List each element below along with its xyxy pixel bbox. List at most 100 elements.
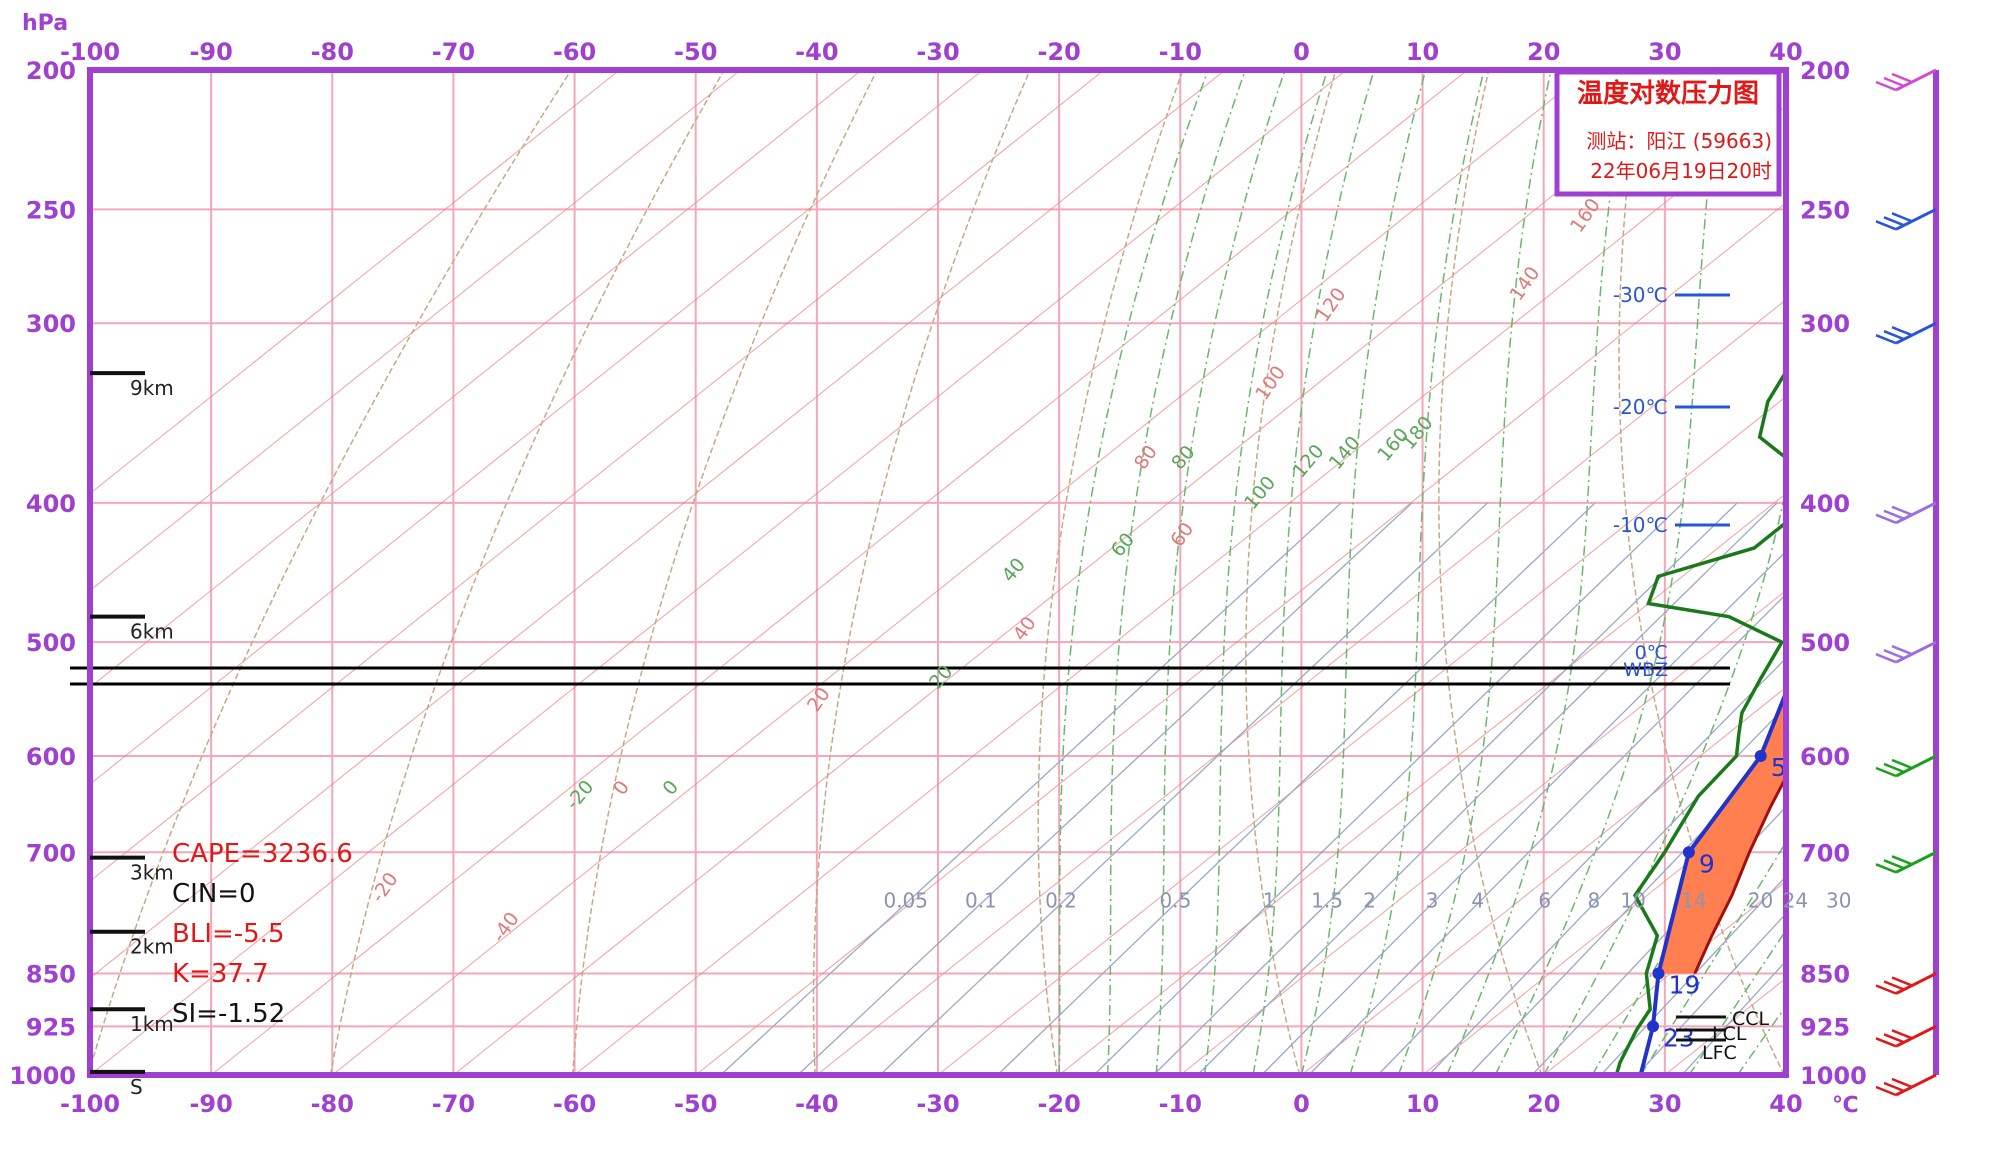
- skewed-isotherm: [816, 299, 1786, 1075]
- wind-barb: [1875, 1073, 1937, 1097]
- cape-index: CAPE=3236.6: [172, 839, 353, 869]
- x-tick-label-bottom: 20: [1527, 1090, 1560, 1118]
- temperature-point-label: 23: [1663, 1023, 1695, 1052]
- mixing-ratio-line: [1261, 550, 1786, 1075]
- height-mark-label: 6km: [130, 620, 174, 644]
- wind-barb-feather: [1891, 976, 1913, 987]
- skewed-isotherm: [90, 70, 1105, 882]
- x-tick-label-bottom: -80: [311, 1090, 354, 1118]
- wind-barb-shaft: [1895, 972, 1937, 995]
- mixing-ratio-label: 0.05: [883, 889, 928, 913]
- wind-barb-shaft: [1895, 207, 1937, 231]
- x-tick-label-bottom: -10: [1159, 1090, 1202, 1118]
- skewed-isotherm: [90, 70, 741, 592]
- y-tick-label-right: 500: [1800, 629, 1850, 657]
- mixing-ratio-label: 4: [1471, 889, 1484, 913]
- dry-adiabat-label: 60: [1166, 518, 1198, 550]
- mixing-ratio-label: 14: [1681, 889, 1706, 913]
- zero-degree-label: 0℃: [1635, 642, 1668, 664]
- wind-barb-shaft: [1895, 321, 1937, 345]
- mixing-ratio-label: 1: [1263, 889, 1276, 913]
- x-tick-label-top: -20: [1037, 38, 1080, 66]
- y-tick-label-right: 300: [1800, 310, 1850, 338]
- x-tick-label-top: 20: [1527, 38, 1560, 66]
- temperature-point: [1946, 64, 1958, 76]
- y-tick-label-right: 700: [1800, 839, 1850, 867]
- wind-barb-feather: [1891, 1029, 1913, 1040]
- y-tick-label-right: 200: [1800, 57, 1850, 85]
- temperature-point: [1682, 846, 1695, 859]
- x-tick-label-top: 30: [1648, 38, 1681, 66]
- parcel-curve: [1693, 773, 1786, 975]
- moist-adiabat-label: 80: [1167, 441, 1199, 474]
- right-isotherm-label: -20℃: [1613, 395, 1668, 419]
- moist-adiabat: [1300, 70, 1427, 1075]
- wind-barb-shaft: [1895, 754, 1937, 778]
- dry-adiabat-label: 20: [803, 683, 835, 715]
- mixing-ratio-label: 1.5: [1311, 889, 1343, 913]
- mixing-ratio-line: [879, 502, 1489, 1075]
- moist-adiabat-label: 20: [925, 661, 957, 694]
- height-mark-label: 2km: [130, 935, 174, 959]
- wind-barb-feather: [1883, 1081, 1905, 1093]
- x-tick-label-top: -40: [795, 38, 838, 66]
- wind-barb: [1875, 640, 1937, 664]
- height-mark-label: 3km: [130, 861, 174, 885]
- mixing-ratio-line: [1468, 744, 1786, 1075]
- wind-barb-feather: [1891, 212, 1913, 223]
- dry-adiabat: [1618, 70, 1785, 1075]
- dry-adiabat-label: 0: [609, 777, 634, 800]
- skewed-isotherm: [90, 70, 984, 785]
- y-tick-label-right: 250: [1800, 196, 1850, 224]
- y-tick-label-left: 250: [26, 196, 76, 224]
- moist-adiabat-label: 0: [658, 776, 683, 799]
- dry-adiabat: [1947, 70, 2000, 1075]
- x-tick-label-top: -60: [553, 38, 596, 66]
- wind-barb-shaft: [1895, 640, 1937, 664]
- mixing-ratio-label: 24: [1783, 889, 1808, 913]
- wind-barb-shaft: [1895, 68, 1937, 92]
- y-tick-label-right: 1000: [1800, 1062, 1867, 1090]
- x-tick-label-bottom: -60: [553, 1090, 596, 1118]
- right-isotherm-label: -10℃: [1613, 513, 1668, 537]
- dry-adiabat-label: 80: [1130, 441, 1162, 473]
- wind-barb-feather: [1891, 1077, 1913, 1089]
- skewed-isotherm: [90, 70, 862, 688]
- mixing-ratio-line: [1636, 912, 1786, 1075]
- cape-area-layer: [1658, 692, 1786, 975]
- moist-adiabat: [1106, 70, 1247, 1075]
- mixing-ratio-line: [797, 502, 1413, 1075]
- wind-barb-feather: [1883, 509, 1905, 520]
- wind-barb-shaft: [1895, 501, 1937, 525]
- x-tick-label-top: -50: [674, 38, 717, 66]
- wind-barb-feather: [1891, 326, 1913, 337]
- frame-layer: [70, 67, 1939, 1097]
- wbz-label: WBZ: [1623, 659, 1668, 681]
- y-tick-label-left: 700: [26, 839, 76, 867]
- temperature-point: [1754, 750, 1767, 763]
- dry-adiabat-label: 120: [1312, 284, 1351, 326]
- wind-barb: [1875, 754, 1937, 778]
- wind-barb: [1875, 1024, 1937, 1048]
- moist-adiabat-label: 60: [1107, 529, 1139, 562]
- ccl-label: CCL: [1732, 1008, 1770, 1030]
- moist-adiabat-label: -20: [562, 776, 599, 814]
- wind-barb-feather: [1891, 505, 1913, 516]
- si-index: SI=-1.52: [172, 999, 285, 1029]
- wind-barb-feather: [1883, 980, 1905, 991]
- moist-adiabat: [1494, 70, 1723, 1075]
- moist-adiabat: [1543, 485, 1786, 1075]
- dry-adiabat-label: 100: [1251, 362, 1290, 404]
- k-index: K=37.7: [172, 959, 269, 989]
- temperature-point: [1853, 497, 1865, 509]
- legend-box: [1554, 69, 1782, 197]
- moist-adiabat: [1397, 70, 1552, 1075]
- mixing-ratio-line: [1681, 960, 1786, 1075]
- wind-barb: [1875, 321, 1937, 345]
- x-tick-label-bottom: -30: [916, 1090, 959, 1118]
- skewed-isotherm: [331, 70, 1589, 1075]
- dewpoint-curve: [1614, 368, 1786, 1075]
- moist-adiabat: [1203, 70, 1329, 1075]
- wind-barb-feather: [1875, 80, 1897, 92]
- wind-barb: [1875, 207, 1937, 231]
